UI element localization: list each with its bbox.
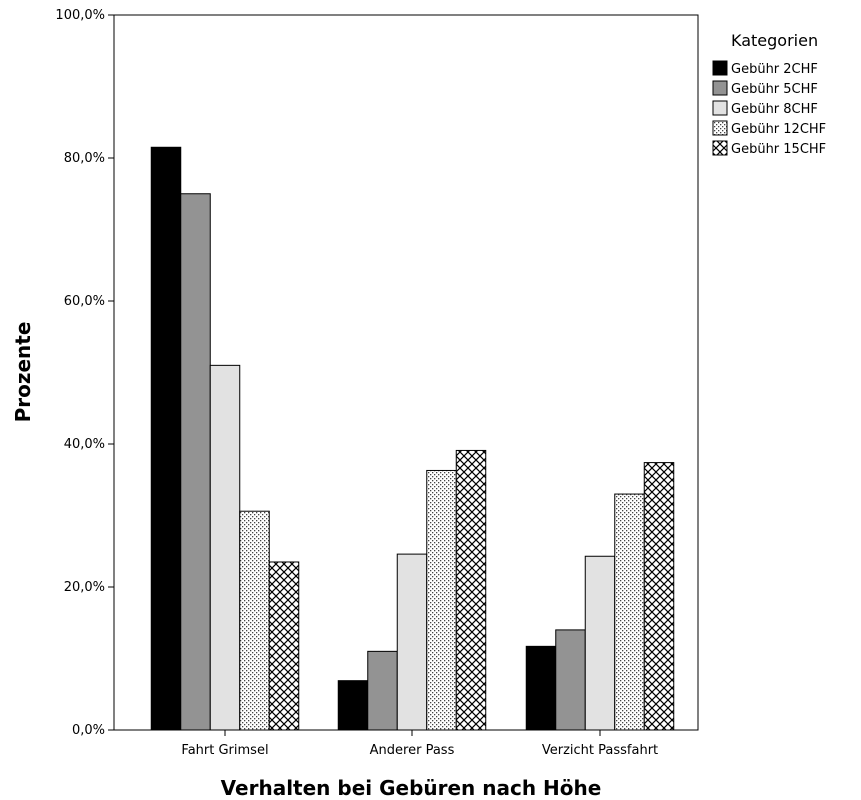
y-tick-label: 40,0% [64, 437, 105, 452]
legend-swatch [712, 80, 728, 96]
x-tick-label: Anderer Pass [370, 743, 455, 758]
legend-label: Gebühr 12CHF [731, 122, 826, 137]
x-tick-label: Fahrt Grimsel [181, 743, 268, 758]
y-tick-label: 0,0% [72, 723, 105, 738]
bar [337, 680, 369, 731]
legend-title: Kategorien [731, 31, 818, 50]
bar [614, 493, 645, 731]
legend: Kategorien Gebühr 2CHF Gebühr 5CHF Gebühr … [712, 31, 826, 157]
legend-swatch [712, 60, 728, 76]
legend-label: Gebühr 8CHF [731, 102, 818, 117]
bar [367, 650, 398, 731]
bar [584, 555, 616, 731]
y-tick-label: 60,0% [64, 294, 105, 309]
legend-label: Gebühr 15CHF [731, 142, 826, 157]
x-tick-label: Verzicht Passfahrt [542, 743, 658, 758]
y-axis: 0,0% 20,0% 40,0% 60,0% 80,0% 100,0% [55, 8, 114, 738]
legend-label: Gebühr 2CHF [731, 62, 818, 77]
x-axis: Fahrt Grimsel Anderer Pass Verzicht Passfa… [181, 730, 658, 758]
bar [209, 364, 241, 731]
y-tick-label: 20,0% [64, 580, 105, 595]
bars [150, 146, 675, 731]
bar [239, 510, 270, 731]
bar [555, 629, 586, 731]
bar [268, 561, 300, 731]
bar [426, 469, 457, 731]
y-axis-title: Prozente [11, 322, 35, 423]
y-tick-label: 80,0% [64, 151, 105, 166]
bar [525, 645, 557, 731]
legend-swatch [712, 120, 728, 136]
bar [643, 462, 675, 731]
legend-swatch [712, 140, 728, 156]
y-tick-label: 100,0% [55, 8, 105, 23]
bar [455, 449, 487, 731]
bar [396, 553, 428, 731]
bar [180, 193, 211, 731]
legend-swatch [712, 100, 728, 116]
bar [150, 146, 182, 731]
legend-label: Gebühr 5CHF [731, 82, 818, 97]
x-axis-title: Verhalten bei Gebüren nach Höhe [221, 776, 602, 800]
